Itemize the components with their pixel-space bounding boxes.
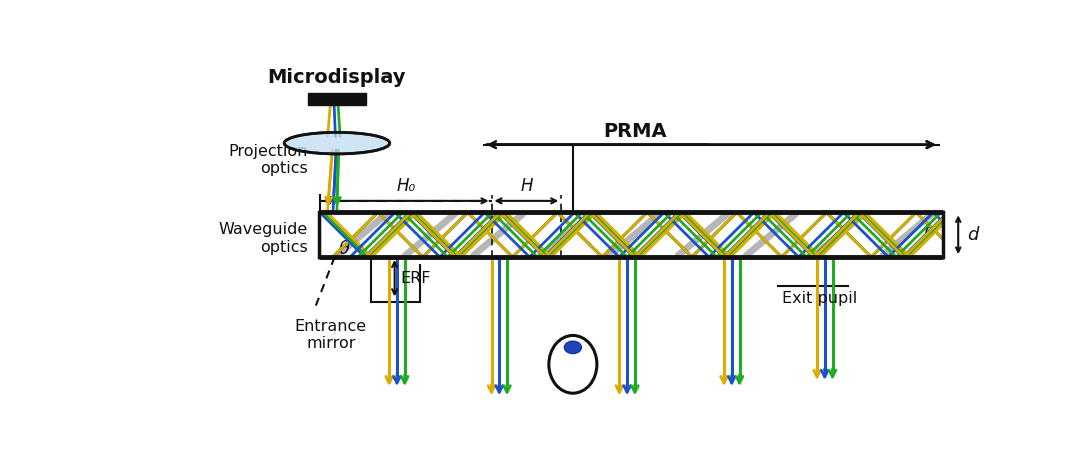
Text: θ: θ [338,240,350,258]
Text: ERF: ERF [401,271,431,286]
Ellipse shape [565,341,581,354]
Text: PRMA: PRMA [603,122,666,141]
Bar [308,93,366,106]
Text: Entrance
mirror: Entrance mirror [295,319,367,351]
Text: Projection
optics: Projection optics [228,144,308,176]
Text: d: d [968,225,978,244]
Text: Waveguide
optics: Waveguide optics [218,222,308,255]
Ellipse shape [549,336,597,393]
Text: n: n [923,222,934,240]
Text: Exit pupil: Exit pupil [782,291,858,306]
Text: H: H [521,177,532,195]
Ellipse shape [284,132,390,154]
Text: Microdisplay: Microdisplay [268,68,406,87]
Text: H₀: H₀ [396,177,416,195]
